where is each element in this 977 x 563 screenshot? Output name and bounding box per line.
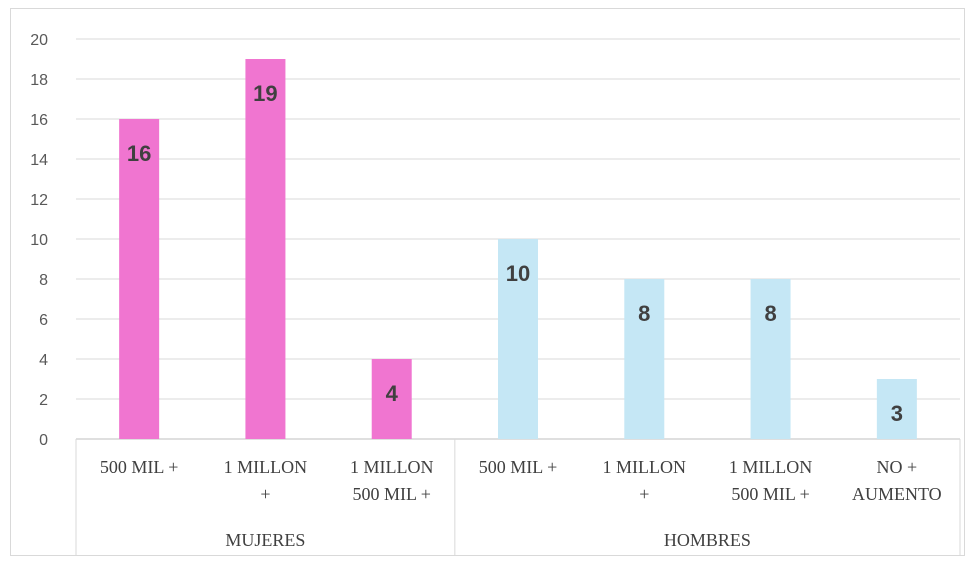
x-category-label: 1 MILLON (224, 457, 308, 477)
x-category-label: AUMENTO (852, 484, 942, 504)
data-label: 16 (127, 141, 151, 166)
y-tick-label: 0 (39, 432, 48, 449)
y-tick-label: 8 (39, 272, 48, 289)
bar (876, 379, 917, 439)
y-tick-label: 18 (30, 72, 48, 89)
bar (245, 59, 286, 439)
x-category-label: 1 MILLON (603, 457, 687, 477)
y-tick-label: 2 (39, 392, 48, 409)
gridlines (76, 38, 960, 440)
x-axis: 500 MIL + 1 MILLON +1 MILLON 500 MIL + 500 M… (75, 439, 961, 556)
y-tick-label: 6 (39, 312, 48, 329)
x-category-label: 500 MIL + (352, 484, 430, 504)
y-axis: 0 2 4 6 8 10 12 14 16 18 20 (30, 32, 48, 449)
x-category-label: 1 MILLON (350, 457, 434, 477)
x-category-label: + (260, 484, 270, 504)
x-category-label: 500 MIL + (100, 457, 178, 477)
x-group-label: MUJERES (225, 530, 305, 550)
data-label: 10 (506, 261, 530, 286)
bar (371, 359, 412, 439)
x-category-label: NO + (877, 457, 918, 477)
data-label: 19 (253, 81, 277, 106)
bars (119, 59, 917, 439)
x-group-label: HOMBRES (664, 530, 751, 550)
data-label: 4 (386, 381, 399, 406)
bar (498, 239, 538, 439)
x-category-label: 500 MIL + (479, 457, 557, 477)
x-category-label: 500 MIL + (731, 484, 809, 504)
y-tick-label: 20 (30, 32, 48, 49)
data-label: 3 (891, 401, 903, 426)
data-label: 8 (764, 301, 776, 326)
y-tick-label: 14 (30, 152, 48, 169)
y-tick-label: 4 (39, 352, 48, 369)
data-labels: 16 19 4 10 8 8 3 (127, 81, 903, 426)
y-tick-label: 10 (30, 232, 48, 249)
data-label: 8 (638, 301, 650, 326)
x-category-label: 1 MILLON (729, 457, 813, 477)
bar (624, 279, 665, 439)
y-tick-label: 12 (30, 192, 48, 209)
x-category-label: + (639, 484, 649, 504)
bar (119, 119, 160, 439)
bar (750, 279, 791, 439)
chart-frame (10, 8, 965, 556)
y-tick-label: 16 (30, 112, 48, 129)
